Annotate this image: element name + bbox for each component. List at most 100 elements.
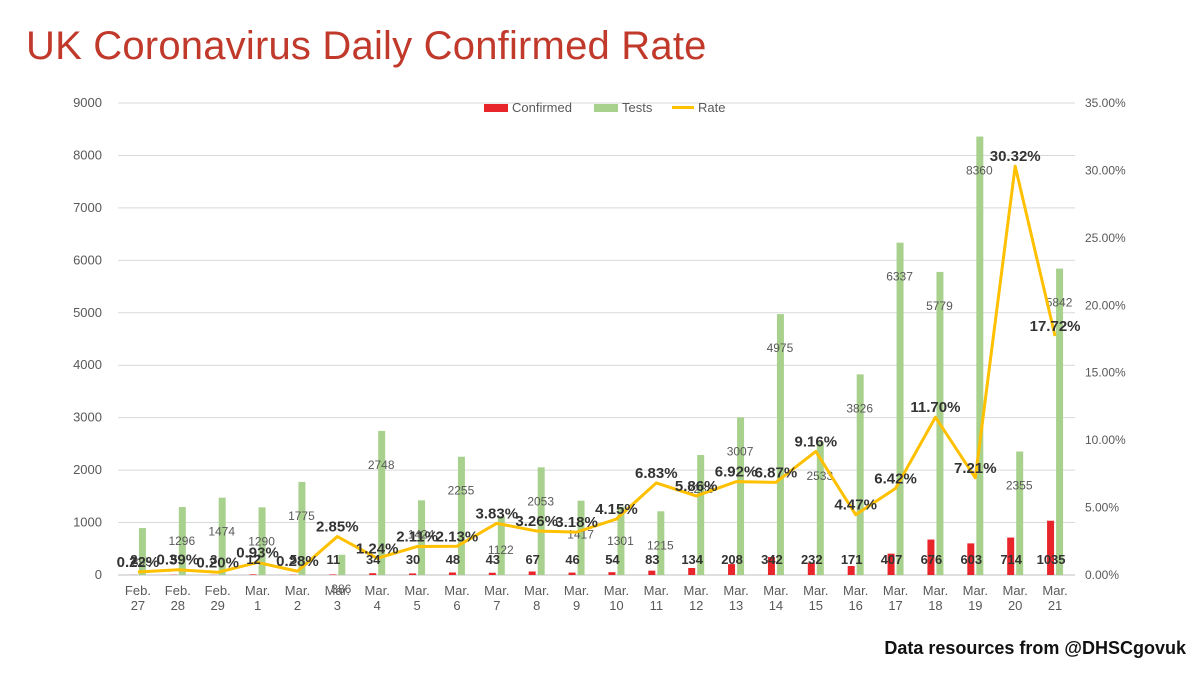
data-label-confirmed: 5 (170, 552, 177, 567)
y-left-tick-label: 3000 (73, 410, 102, 425)
bar-confirmed (448, 572, 456, 575)
data-label-rate: 2.13% (436, 528, 479, 545)
x-tick-label: Mar. 17 (883, 583, 908, 613)
data-label-confirmed: 2 (130, 552, 137, 567)
data-label-tests: 4975 (767, 341, 794, 355)
data-label-tests: 1296 (168, 534, 195, 548)
data-label-rate: 7.21% (954, 460, 997, 477)
bar-tests (737, 417, 745, 575)
bar-confirmed (369, 573, 377, 575)
data-label-rate: 0.20% (196, 554, 239, 571)
x-tick-label: Mar. 11 (644, 583, 669, 613)
x-tick-label: Mar. 9 (564, 583, 589, 613)
bar-confirmed (608, 572, 616, 575)
data-label-confirmed: 12 (246, 552, 260, 567)
x-tick-label: Mar. 5 (404, 583, 429, 613)
data-label-confirmed: 342 (761, 552, 783, 567)
data-label-confirmed: 714 (1000, 552, 1022, 567)
bar-confirmed (728, 564, 736, 575)
bar-tests (697, 455, 705, 575)
bar-tests (457, 456, 465, 575)
y-left-tick-label: 2000 (73, 462, 102, 477)
x-tick-label: Mar. 2 (285, 583, 310, 613)
bar-tests (338, 554, 346, 575)
data-label-confirmed: 34 (366, 552, 381, 567)
data-label-rate: 3.26% (515, 513, 558, 530)
bar-tests (577, 500, 585, 575)
data-label-confirmed: 1035 (1037, 552, 1066, 567)
data-label-confirmed: 30 (406, 552, 420, 567)
bar-tests (856, 374, 864, 575)
bar-confirmed (249, 574, 257, 575)
data-label-rate: 4.15% (595, 501, 638, 518)
data-label-rate: 6.87% (755, 464, 798, 481)
x-tick-label: Mar. 21 (1042, 583, 1067, 613)
data-label-rate: 0.39% (157, 552, 200, 569)
y-left-tick-label: 0 (95, 567, 102, 582)
bar-tests (1016, 451, 1024, 575)
x-tick-label: Mar. 13 (723, 583, 748, 613)
x-tick-label: Mar. 15 (803, 583, 828, 613)
y-left-tick-label: 4000 (73, 357, 102, 372)
data-label-tests: 386 (331, 582, 351, 596)
data-label-rate: 1.24% (356, 540, 399, 557)
data-label-tests: 5779 (926, 299, 953, 313)
x-tick-label: Mar. 12 (684, 583, 709, 613)
data-label-tests: 2355 (1006, 478, 1033, 492)
data-label-rate: 5.86% (675, 478, 718, 495)
data-label-tests: 2053 (527, 494, 554, 508)
data-label-confirmed: 232 (801, 552, 823, 567)
y-left-tick-label: 9000 (73, 95, 102, 110)
data-label-confirmed: 43 (486, 552, 500, 567)
bar-confirmed (1007, 537, 1015, 575)
bar-tests (896, 242, 904, 576)
line-rate (137, 164, 1057, 574)
bar-confirmed (847, 566, 855, 575)
y-right-tick-label: 20.00% (1085, 298, 1126, 312)
data-label-tests: 6337 (886, 270, 913, 284)
bar-confirmed (927, 539, 935, 575)
data-label-confirmed: 171 (841, 552, 863, 567)
data-label-tests: 8360 (966, 164, 993, 178)
data-label-tests: 3826 (846, 401, 873, 415)
data-label-rate: 2.11% (396, 529, 438, 546)
bar-tests (258, 507, 266, 575)
data-label-rate: 17.72% (1030, 318, 1081, 335)
x-tick-label: Mar. 3 (325, 583, 350, 613)
legend-rate: Rate (672, 100, 725, 115)
data-label-confirmed: 603 (960, 552, 982, 567)
legend-confirmed: Confirmed (484, 100, 572, 115)
data-label-rate: 4.47% (834, 497, 877, 514)
x-tick-label: Mar. 18 (923, 583, 948, 613)
bar-tests (138, 528, 146, 575)
data-label-confirmed: 11 (326, 552, 340, 567)
data-label-tests: 2748 (368, 458, 395, 472)
x-tick-label: Feb. 28 (165, 583, 191, 613)
data-label-rate: 0.22% (117, 554, 160, 571)
data-label-confirmed: 208 (721, 552, 743, 567)
source-note: Data resources from @DHSCgovuk (884, 638, 1186, 658)
data-label-rate: 3.18% (555, 514, 598, 531)
data-label-rate: 0.93% (236, 544, 279, 561)
legend-label-confirmed: Confirmed (512, 100, 572, 115)
data-label-rate: 9.16% (795, 433, 838, 450)
legend-swatch-confirmed (484, 103, 508, 112)
bar-confirmed (568, 572, 576, 575)
data-label-confirmed: 3 (210, 552, 217, 567)
data-label-tests: 2533 (806, 469, 833, 483)
bar-tests (617, 506, 625, 575)
legend-tests: Tests (594, 100, 652, 115)
bar-tests (816, 442, 824, 575)
y-right-tick-label: 25.00% (1085, 231, 1126, 245)
data-label-rate: 6.92% (715, 464, 758, 481)
y-left-tick-label: 6000 (73, 252, 102, 267)
page-title: UK Coronavirus Daily Confirmed Rate (26, 24, 707, 68)
data-label-tests: 1775 (288, 509, 315, 523)
bar-tests (537, 467, 545, 575)
data-label-rate: 3.83% (476, 505, 519, 522)
x-tick-label: Mar. 7 (484, 583, 509, 613)
bar-confirmed (967, 543, 975, 575)
x-tick-label: Mar. 4 (365, 583, 390, 613)
data-label-confirmed: 134 (681, 552, 703, 567)
bar-tests (378, 430, 386, 575)
